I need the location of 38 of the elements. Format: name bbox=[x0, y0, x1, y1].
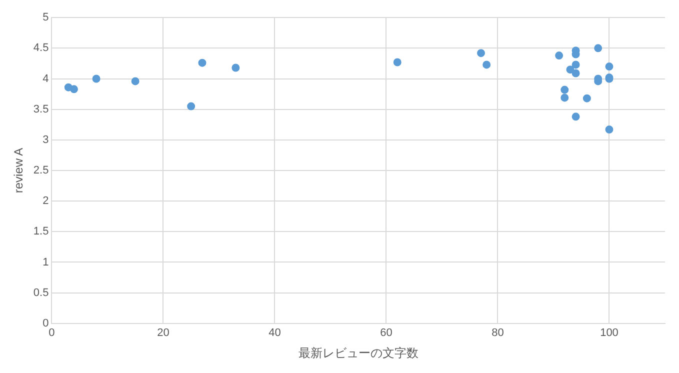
y-tick-label: 3 bbox=[42, 134, 49, 146]
x-axis-title: 最新レビューの文字数 bbox=[298, 346, 418, 360]
x-tick-label: 100 bbox=[600, 327, 618, 340]
y-tick-label: 4.5 bbox=[33, 42, 49, 54]
point bbox=[131, 77, 140, 86]
y-tick-label: 0 bbox=[42, 317, 49, 330]
point bbox=[572, 60, 580, 69]
y-tick-label: 1 bbox=[42, 256, 49, 268]
point bbox=[605, 126, 614, 134]
y-tick-label: 5 bbox=[42, 12, 49, 24]
point bbox=[393, 58, 402, 66]
point bbox=[482, 60, 491, 69]
y-tick-label: 1.5 bbox=[33, 226, 49, 238]
y-tick-label: 2.5 bbox=[33, 164, 49, 177]
point bbox=[572, 69, 580, 78]
point bbox=[92, 74, 100, 83]
point bbox=[560, 86, 569, 94]
point bbox=[605, 62, 614, 71]
x-tick-label: 20 bbox=[157, 327, 170, 340]
x-tick-label: 80 bbox=[492, 327, 504, 340]
x-tick-label: 40 bbox=[268, 327, 281, 340]
point bbox=[232, 64, 240, 72]
x-tick-label: 60 bbox=[380, 327, 392, 340]
point bbox=[560, 94, 569, 102]
y-tick-label: 2 bbox=[42, 195, 49, 208]
point bbox=[187, 102, 196, 110]
point bbox=[477, 49, 486, 58]
point bbox=[582, 94, 591, 102]
point bbox=[555, 52, 564, 60]
y-tick-label: 4 bbox=[42, 72, 49, 85]
point bbox=[572, 112, 580, 121]
y-tick-label: 3.5 bbox=[33, 103, 49, 116]
y-tick-label: 0.5 bbox=[33, 286, 49, 299]
point bbox=[566, 66, 574, 74]
point bbox=[70, 85, 78, 94]
y-axis-title: review A bbox=[12, 148, 26, 194]
point bbox=[594, 44, 602, 52]
point bbox=[198, 58, 206, 67]
